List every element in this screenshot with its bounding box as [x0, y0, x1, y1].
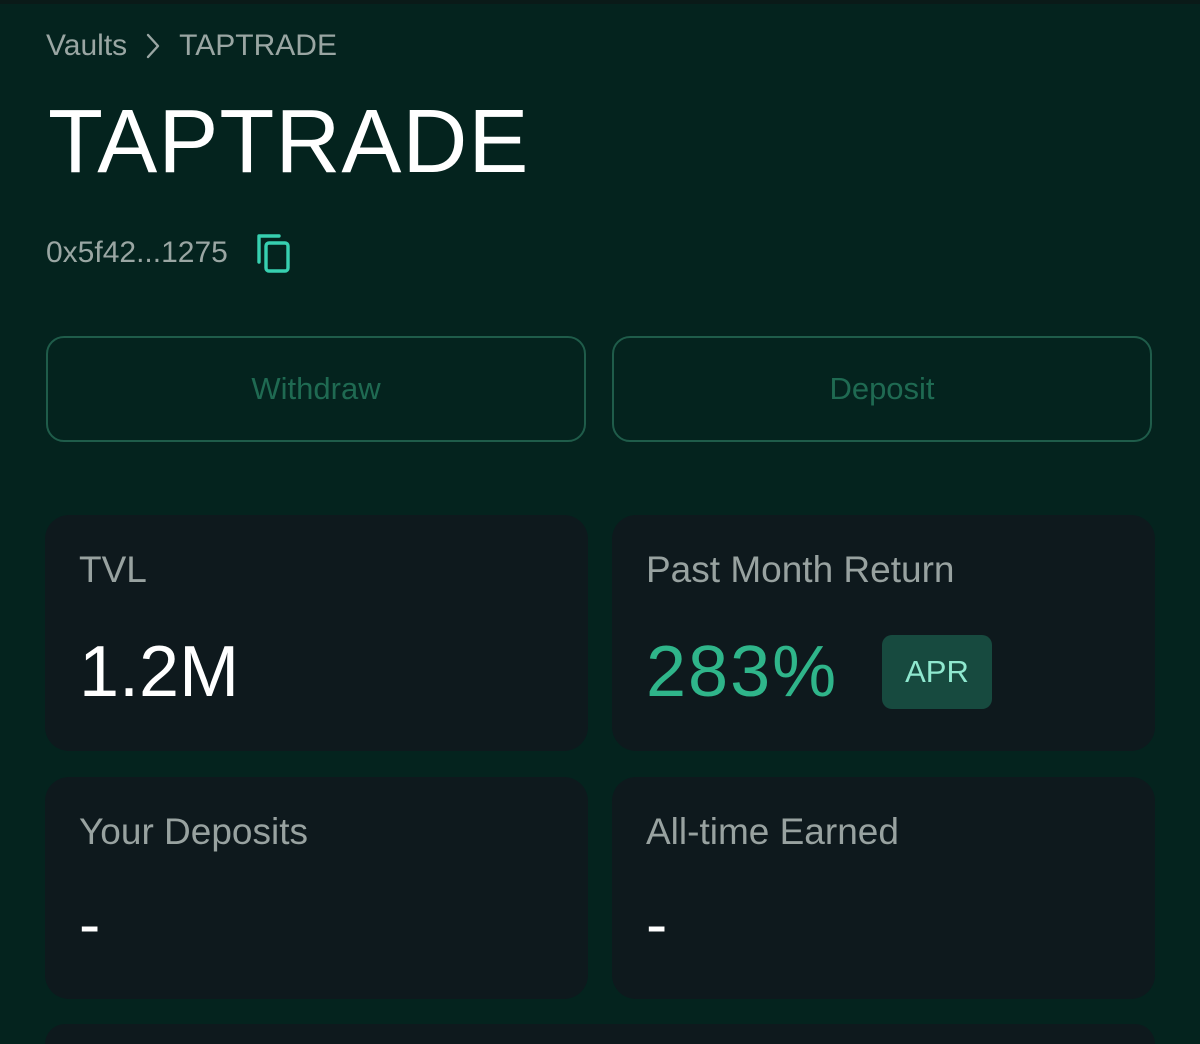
your-deposits-label: Your Deposits	[79, 811, 308, 852]
chevron-right-icon	[127, 32, 179, 60]
copy-icon	[257, 234, 290, 273]
top-edge	[0, 0, 1200, 4]
all-time-earned-card: All-time Earned -	[612, 777, 1155, 999]
breadcrumb-current: TAPTRADE	[179, 29, 337, 62]
next-card-peek	[45, 1024, 1155, 1044]
page-title: TAPTRADE	[48, 92, 530, 192]
vault-address-row: 0x5f42...1275	[46, 230, 294, 276]
your-deposits-value: -	[79, 888, 101, 960]
tvl-value: 1.2M	[79, 632, 240, 712]
past-month-return-value: 283%	[646, 632, 839, 712]
tvl-card: TVL 1.2M	[45, 515, 588, 751]
your-deposits-card: Your Deposits -	[45, 777, 588, 999]
breadcrumb: Vaults TAPTRADE	[46, 28, 337, 64]
copy-address-button[interactable]	[254, 231, 294, 275]
apr-badge: APR	[882, 635, 992, 709]
all-time-earned-label: All-time Earned	[646, 811, 899, 852]
vault-address: 0x5f42...1275	[46, 236, 228, 269]
past-month-return-card: Past Month Return 283% APR	[612, 515, 1155, 751]
deposit-button[interactable]: Deposit	[612, 336, 1152, 442]
breadcrumb-vaults-link[interactable]: Vaults	[46, 29, 128, 62]
past-month-return-label: Past Month Return	[646, 549, 955, 590]
withdraw-button[interactable]: Withdraw	[46, 336, 586, 442]
tvl-label: TVL	[79, 549, 147, 590]
all-time-earned-value: -	[646, 888, 668, 960]
